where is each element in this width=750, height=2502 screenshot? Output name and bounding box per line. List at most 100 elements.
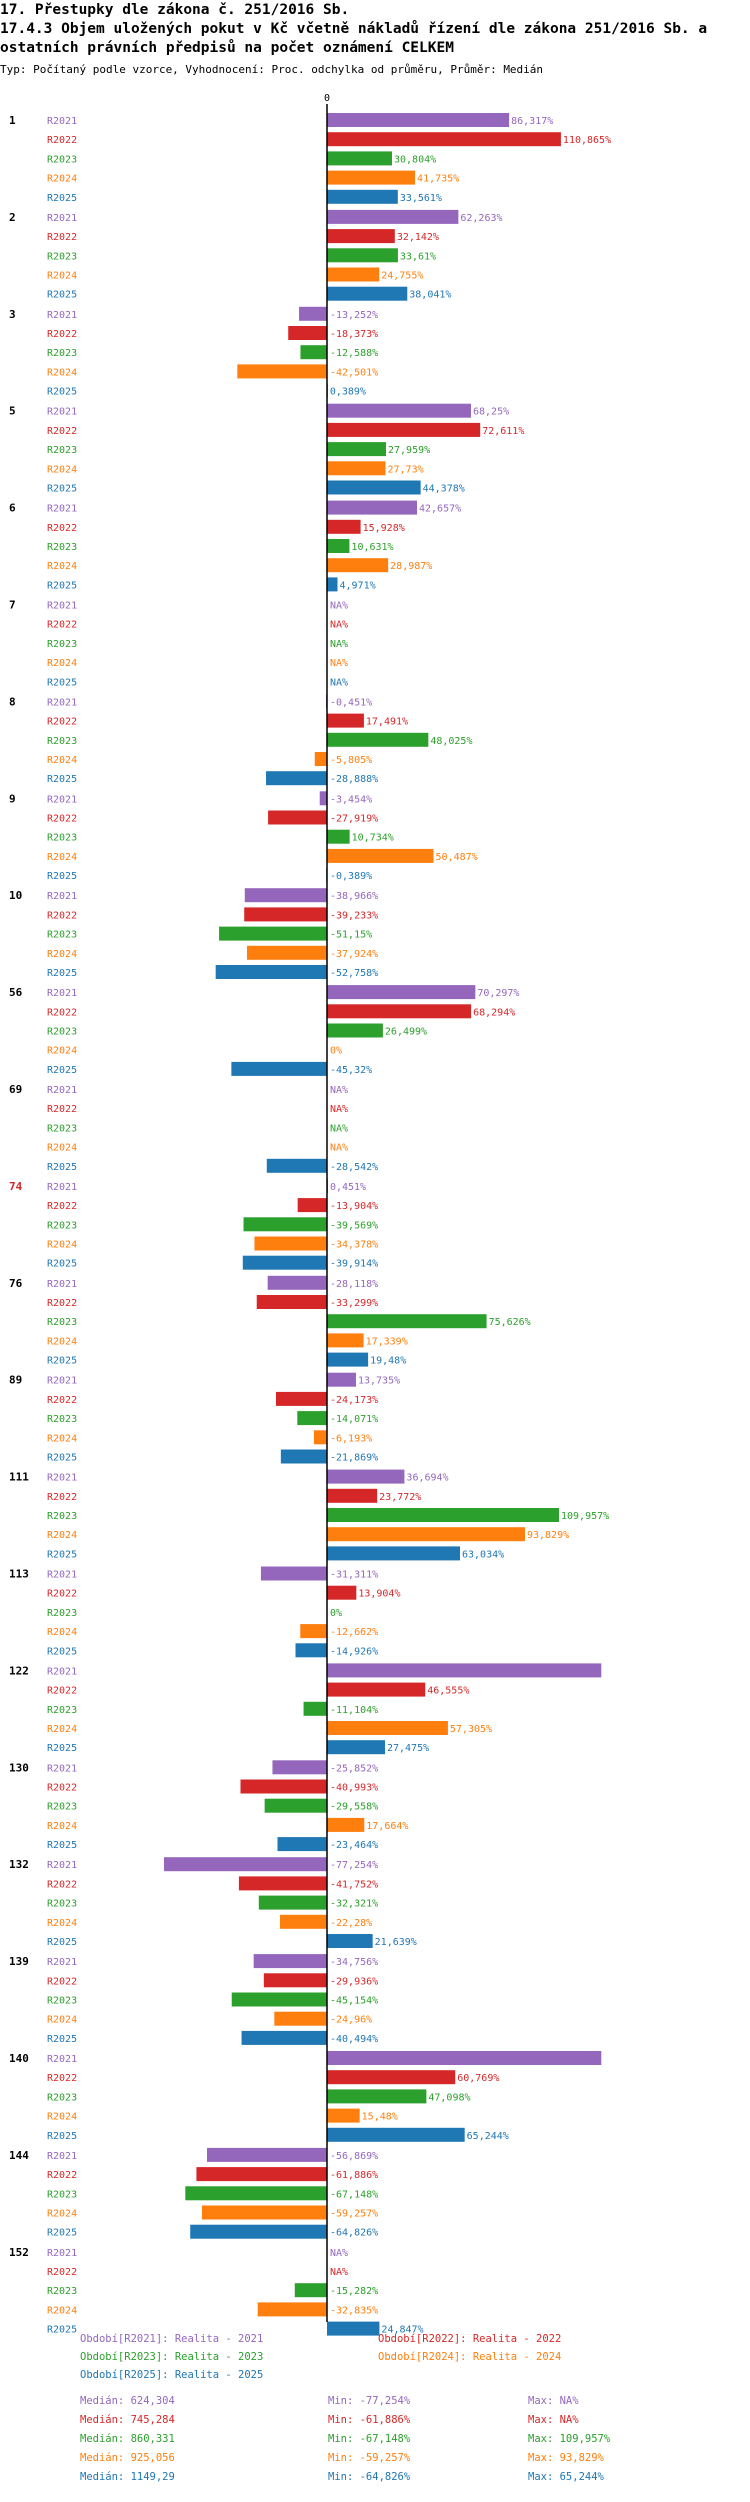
group-76-r2022-value-label: -33,299% [330, 1298, 378, 1309]
group-8-r2022-bar [327, 713, 364, 728]
group-5-r2025-bar [327, 480, 421, 495]
legend-entry-r2024: Období[R2024]: Realita - 2024 [378, 2351, 562, 2363]
legend-entry-r2023: Období[R2023]: Realita - 2023 [80, 2351, 264, 2363]
group-9-r2023-bar [327, 829, 350, 844]
group-113-r2021-value-label: -31,311% [330, 1570, 378, 1581]
group-144-r2025-series-label: R2025 [47, 2228, 77, 2239]
group-3-r2025-series-label: R2025 [47, 387, 77, 398]
group-152-r2025-series-label: R2025 [47, 2325, 77, 2336]
group-74-r2022-value-label: -13,904% [330, 1201, 378, 1212]
group-5-r2024-bar [327, 461, 386, 476]
group-8-r2021-series-label: R2021 [47, 697, 77, 708]
group-139-r2024-bar [274, 2011, 327, 2026]
group-56-r2023-series-label: R2023 [47, 1027, 77, 1038]
chart-subtitle: Typ: Počítaný podle vzorce, Vyhodnocení:… [0, 63, 544, 76]
group-8-r2024-series-label: R2024 [47, 755, 77, 766]
group-69-r2021-value-label: NA% [330, 1085, 348, 1096]
group-6-r2025-value-label: 4,971% [339, 580, 375, 591]
group-132-r2025-bar [327, 1934, 373, 1948]
group-76-r2021-series-label: R2021 [47, 1279, 77, 1290]
group-1-r2025-value-label: 33,561% [400, 193, 442, 204]
group-89-r2022-series-label: R2022 [47, 1395, 77, 1406]
group-76-r2024-series-label: R2024 [47, 1336, 77, 1347]
group-139-r2025-series-label: R2025 [47, 2034, 77, 2045]
stat-max-r2021: Max: NA% [528, 2395, 579, 2407]
group-74-r2021-series-label: R2021 [47, 1182, 77, 1193]
group-140-r2022-value-label: 60,769% [457, 2073, 499, 2084]
group-1-r2024-value-label: 41,735% [417, 174, 459, 185]
group-5-r2021-bar [327, 403, 472, 418]
group-144-r2025-value-label: -64,826% [330, 2228, 378, 2239]
group-111-r2022-value-label: 23,772% [379, 1492, 421, 1503]
group-113-r2024-bar [300, 1624, 327, 1639]
group-140-r2024-bar [327, 2108, 360, 2123]
chart-title-line-2: 17.4.3 Objem uložených pokut v Kč včetně… [0, 21, 708, 37]
group-132-r2024-bar [279, 1914, 327, 1929]
group-111-r2024-series-label: R2024 [47, 1530, 77, 1541]
group-9-r2024-bar [327, 848, 434, 863]
group-2-r2024-value-label: 24,755% [381, 271, 423, 282]
group-10-r2024-series-label: R2024 [47, 949, 77, 960]
group-5-r2022-value-label: 72,611% [482, 426, 524, 437]
group-74-r2023-series-label: R2023 [47, 1220, 77, 1231]
group-139-r2024-value-label: -24,96% [330, 2015, 372, 2026]
group-122-r2021-bar [327, 1663, 602, 1678]
group-130-r2024-bar [327, 1817, 365, 1832]
group-152-r2025-bar [327, 2321, 380, 2336]
group-56-r2025-value-label: -45,32% [330, 1065, 372, 1076]
group-152-r2023-value-label: -15,282% [330, 2286, 378, 2297]
group-122-r2022-bar [327, 1682, 426, 1697]
group-label-130: 130 [9, 1761, 29, 1774]
stat-median-r2025: Medián: 1149,29 [80, 2471, 175, 2483]
group-8-r2023-series-label: R2023 [47, 736, 77, 747]
group-89-r2023-series-label: R2023 [47, 1414, 77, 1425]
group-152-r2024-bar [257, 2302, 327, 2317]
group-89-r2024-bar [313, 1430, 327, 1445]
group-label-7: 7 [9, 599, 16, 612]
group-144-r2024-series-label: R2024 [47, 2209, 77, 2220]
group-144-r2022-bar [196, 2167, 327, 2182]
group-56-r2022-bar [327, 1004, 472, 1019]
group-label-10: 10 [9, 889, 22, 902]
group-10-r2021-series-label: R2021 [47, 891, 77, 902]
group-10-r2023-series-label: R2023 [47, 930, 77, 941]
group-label-122: 122 [9, 1664, 29, 1677]
group-74-r2024-series-label: R2024 [47, 1240, 77, 1251]
group-8-r2024-value-label: -5,805% [330, 755, 372, 766]
group-6-r2021-series-label: R2021 [47, 504, 77, 515]
group-5-r2024-series-label: R2024 [47, 464, 77, 475]
group-3-r2021-series-label: R2021 [47, 310, 77, 321]
group-6-r2022-value-label: 15,928% [363, 523, 405, 534]
group-2-r2025-bar [327, 286, 408, 301]
group-6-r2024-value-label: 28,987% [390, 561, 432, 572]
group-10-r2024-bar [246, 945, 327, 960]
group-74-r2021-value-label: 0,451% [330, 1182, 366, 1193]
group-132-r2023-series-label: R2023 [47, 1899, 77, 1910]
group-3-r2021-value-label: -13,252% [330, 310, 378, 321]
group-label-2: 2 [9, 211, 16, 224]
chart-title-line-3: ostatních právních předpisů na počet ozn… [0, 40, 454, 56]
group-5-r2022-series-label: R2022 [47, 426, 77, 437]
group-144-r2024-value-label: -59,257% [330, 2209, 378, 2220]
group-130-r2022-bar [240, 1779, 327, 1794]
legend-entry-r2025: Období[R2025]: Realita - 2025 [80, 2369, 264, 2381]
group-140-r2023-bar [327, 2089, 427, 2104]
group-5-r2021-value-label: 68,25% [473, 407, 509, 418]
group-2-r2025-value-label: 38,041% [409, 290, 451, 301]
group-140-r2022-series-label: R2022 [47, 2073, 77, 2084]
group-111-r2022-bar [327, 1488, 378, 1503]
group-140-r2021-bar [327, 2051, 602, 2065]
group-132-r2025-value-label: 21,639% [375, 1937, 417, 1948]
group-label-89: 89 [9, 1374, 22, 1387]
group-89-r2021-series-label: R2021 [47, 1376, 77, 1387]
group-1-r2021-series-label: R2021 [47, 116, 77, 127]
group-7-r2021-value-label: NA% [330, 601, 348, 612]
group-56-r2023-bar [327, 1023, 383, 1038]
group-7-r2024-series-label: R2024 [47, 658, 77, 669]
group-8-r2025-bar [266, 771, 327, 786]
group-label-140: 140 [9, 2052, 29, 2065]
group-label-6: 6 [9, 502, 16, 515]
group-label-152: 152 [9, 2246, 29, 2259]
group-69-r2024-series-label: R2024 [47, 1143, 77, 1154]
group-10-r2023-value-label: -51,15% [330, 930, 372, 941]
